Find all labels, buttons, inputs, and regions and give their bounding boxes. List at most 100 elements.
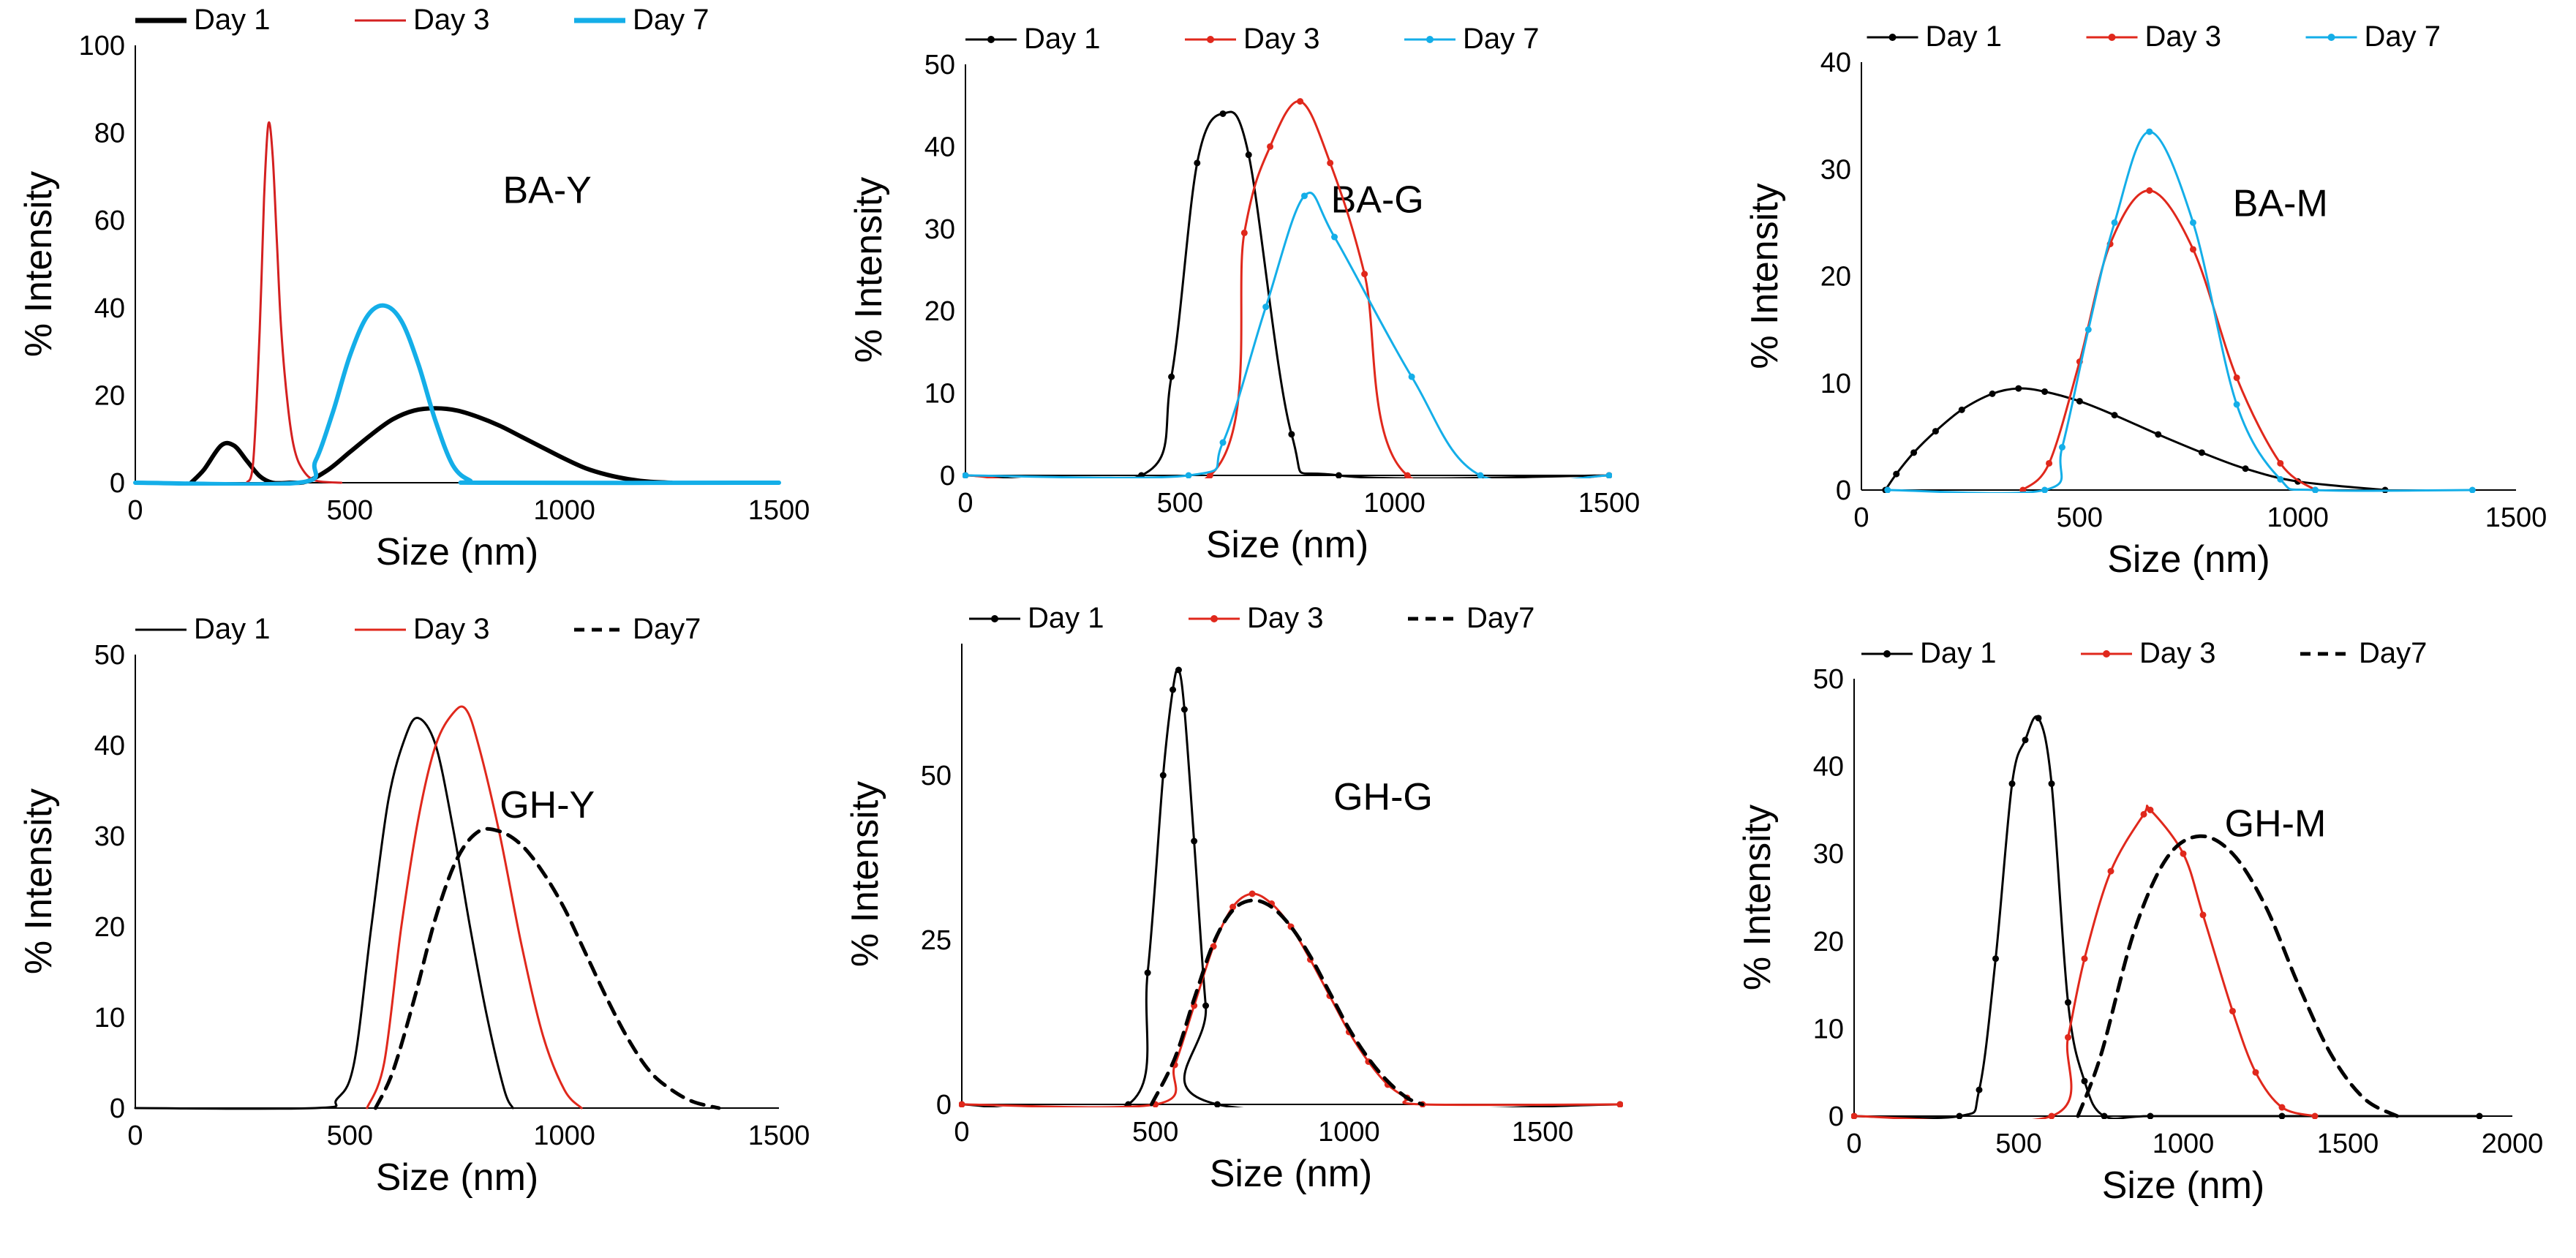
x-tick-label: 1500 <box>1512 1117 1574 1148</box>
x-axis-label: Size (nm) <box>376 531 538 573</box>
data-point <box>1249 890 1256 897</box>
data-point <box>2048 1112 2055 1119</box>
x-tick-label: 0 <box>127 495 143 526</box>
y-tick-label: 0 <box>1829 1101 1844 1132</box>
data-point <box>1267 143 1274 150</box>
data-point <box>1331 233 1338 241</box>
data-point <box>2101 1112 2108 1119</box>
legend-item: Day 3 <box>355 613 490 645</box>
series-line <box>134 717 514 1110</box>
data-point <box>1361 271 1368 278</box>
x-tick-label: 500 <box>1157 488 1203 519</box>
data-point <box>1297 98 1304 105</box>
series-day-7 <box>963 192 1612 478</box>
legend-item: Day 3 <box>2086 20 2222 53</box>
data-point <box>1219 110 1227 117</box>
legend-marker <box>1883 650 1891 658</box>
data-point <box>1335 472 1342 478</box>
data-point <box>1992 955 1999 963</box>
legend-item: Day7 <box>574 613 701 645</box>
x-tick-label: 500 <box>327 495 373 526</box>
y-tick-label: 0 <box>110 1093 125 1124</box>
data-point <box>2180 850 2187 857</box>
legend-marker <box>987 36 995 43</box>
data-point <box>1956 1112 1963 1119</box>
data-point <box>1180 706 1188 713</box>
series-day-1 <box>959 666 1623 1107</box>
series-line <box>964 192 1611 478</box>
series-day-3 <box>246 121 343 484</box>
series-day-3 <box>1851 805 2319 1119</box>
x-axis-label: Size (nm) <box>2107 538 2270 581</box>
x-tick-label: 500 <box>2057 502 2103 533</box>
series-line <box>374 826 721 1110</box>
y-tick-label: 50 <box>1813 664 1844 695</box>
data-point <box>1240 229 1248 236</box>
series-line <box>1149 898 1425 1107</box>
y-tick-label: 40 <box>1813 752 1844 783</box>
x-tick-label: 1500 <box>1578 488 1641 519</box>
y-tick-label: 60 <box>94 206 125 236</box>
legend-label: Day 3 <box>2145 20 2222 53</box>
data-point <box>1300 192 1308 200</box>
legend-label: Day 1 <box>1028 602 1104 634</box>
data-point <box>2022 737 2029 744</box>
y-tick-label: 0 <box>1836 475 1851 506</box>
series-line <box>964 110 1611 478</box>
data-point <box>1884 486 1891 493</box>
y-tick-label: 25 <box>921 925 952 956</box>
data-point <box>1168 373 1175 380</box>
legend-label: Day 7 <box>2365 20 2441 53</box>
chart-panel-gh-y: 0 500 1000 1500 0 10 20 30 40 50 Size (nm) % Intens… <box>18 613 810 1199</box>
legend-marker <box>1426 36 1434 43</box>
series-line <box>1853 715 2481 1119</box>
data-point <box>2233 374 2240 381</box>
y-tick-label: 20 <box>94 912 125 943</box>
series-line <box>133 303 781 486</box>
legend-label: Day7 <box>1466 602 1534 634</box>
data-point <box>2233 401 2240 408</box>
x-tick-label: 1000 <box>2267 502 2329 533</box>
data-point <box>1229 903 1237 911</box>
x-tick-label: 500 <box>1132 1117 1178 1148</box>
y-tick-label: 20 <box>94 380 125 411</box>
data-point <box>2081 955 2088 963</box>
series-day-1 <box>1882 385 2389 493</box>
x-tick-label: 0 <box>957 488 973 519</box>
y-tick-label: 30 <box>924 214 955 245</box>
data-point <box>1989 390 1996 397</box>
series-line <box>2076 834 2399 1118</box>
legend-item: Day 1 <box>969 602 1104 634</box>
data-point <box>2008 780 2016 788</box>
data-point <box>2312 486 2319 493</box>
legend-label: Day 3 <box>1243 23 1320 55</box>
data-point <box>1213 1101 1221 1107</box>
data-point <box>2198 449 2205 456</box>
series-line <box>964 100 1611 478</box>
series-day-1 <box>189 406 674 486</box>
series-day-3 <box>2019 187 2319 493</box>
legend-label: Day 1 <box>1920 637 1997 669</box>
legend-item: Day 3 <box>355 4 490 36</box>
data-point <box>2277 459 2284 467</box>
legend-marker <box>1210 615 1218 622</box>
series-day-1 <box>134 717 514 1110</box>
legend-label: Day 1 <box>1024 23 1101 55</box>
y-axis-label: % Intensity <box>18 171 60 357</box>
y-tick-label: 50 <box>924 50 955 80</box>
legend-label: Day 1 <box>194 613 271 645</box>
y-tick-label: 30 <box>1813 839 1844 870</box>
data-point <box>2076 398 2083 405</box>
x-tick-label: 0 <box>954 1117 969 1148</box>
x-tick-label: 1000 <box>533 495 595 526</box>
y-tick-label: 10 <box>924 379 955 410</box>
y-tick-label: 30 <box>94 821 125 852</box>
y-tick-label: 20 <box>1813 927 1844 957</box>
x-tick-label: 0 <box>1846 1129 1861 1159</box>
y-tick-label: 0 <box>940 461 955 491</box>
x-tick-label: 1500 <box>2317 1129 2379 1159</box>
data-point <box>2468 486 2476 493</box>
x-tick-label: 0 <box>1853 502 1869 533</box>
panel-label: BA-Y <box>503 169 592 211</box>
